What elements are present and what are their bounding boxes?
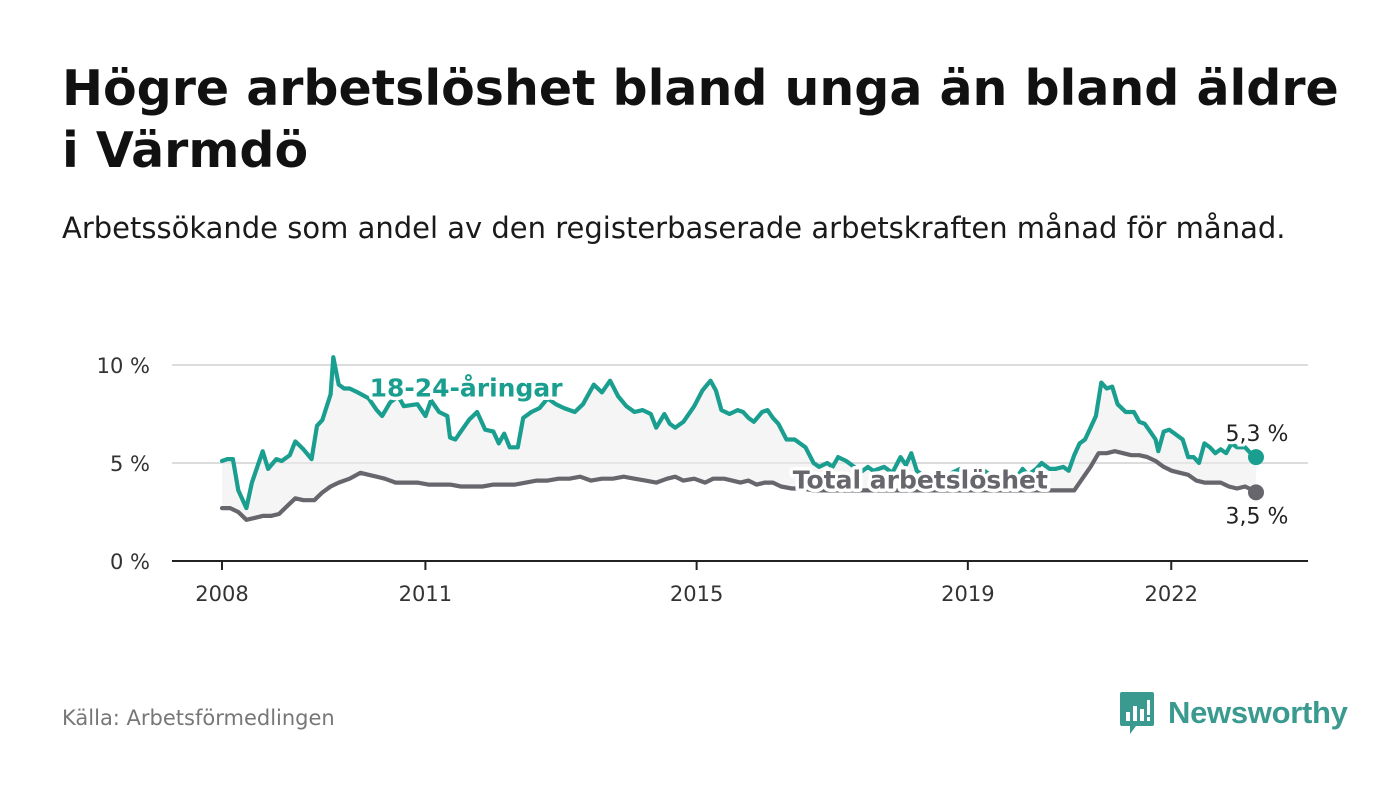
series-label: 18-24-åringar	[370, 373, 564, 402]
series-line	[219, 449, 1259, 522]
source-note: Källa: Arbetsförmedlingen	[62, 706, 335, 730]
gap-band	[222, 357, 1256, 520]
brand-logo[interactable]: Newsworthy	[1118, 688, 1348, 738]
chart-subtitle: Arbetssökande som andel av den registerb…	[62, 211, 1286, 245]
x-tick-label: 2015	[670, 582, 723, 606]
bar-chart-icon	[1120, 692, 1154, 734]
end-marker	[1248, 484, 1264, 501]
x-tick-label: 2011	[399, 582, 452, 606]
y-tick-label: 10 %	[97, 354, 150, 378]
x-tick-label: 2008	[195, 582, 248, 606]
x-tick-label: 2019	[941, 582, 994, 606]
chart-title: Högre arbetslöshet bland unga än bland ä…	[62, 60, 1339, 179]
series-label: Total arbetslöshet	[793, 465, 1048, 494]
series-line	[219, 355, 1259, 511]
brand-name: Newsworthy	[1168, 695, 1348, 730]
end-value-label: 5,3 %	[1226, 422, 1289, 447]
end-marker	[1248, 449, 1264, 466]
end-value-label: 3,5 %	[1226, 504, 1289, 529]
y-tick-label: 5 %	[110, 452, 150, 476]
x-tick-label: 2022	[1145, 582, 1198, 606]
y-tick-label: 0 %	[110, 550, 150, 574]
